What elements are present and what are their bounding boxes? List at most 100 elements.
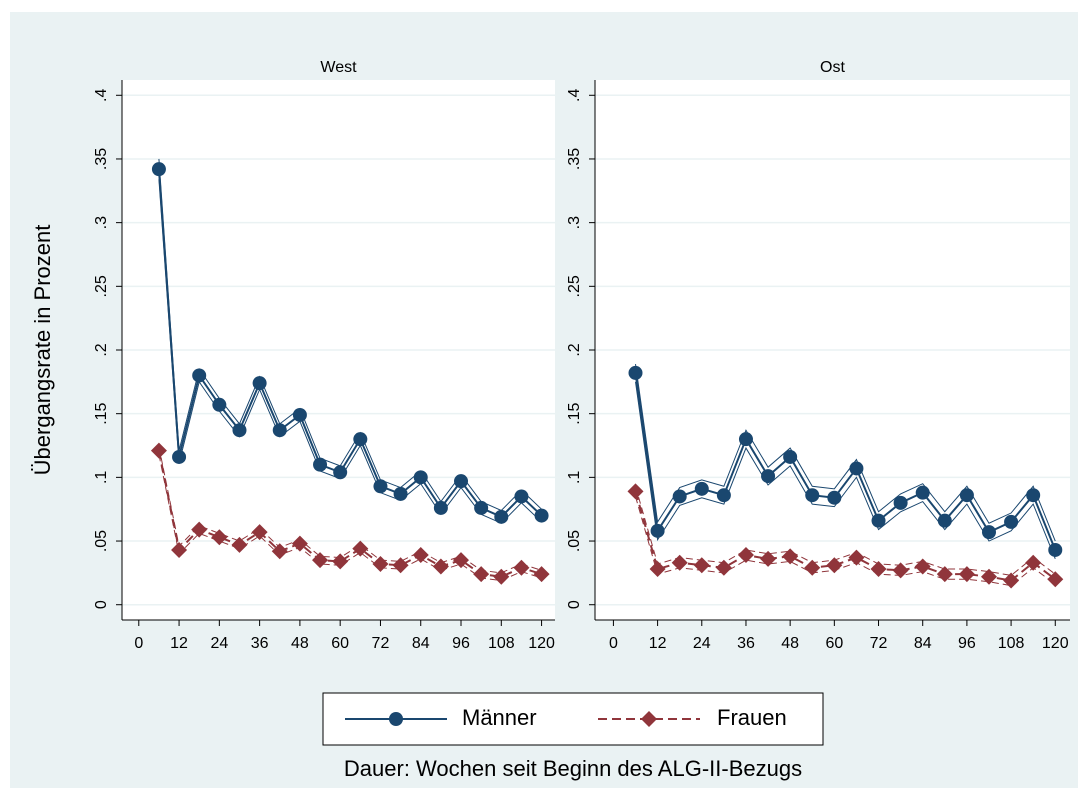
legend-marker <box>641 711 657 727</box>
point <box>392 557 409 574</box>
point <box>783 449 798 464</box>
legend-marker <box>389 712 403 726</box>
legend-label: Frauen <box>717 705 787 730</box>
point <box>826 557 843 574</box>
x-tick-label: 120 <box>528 635 555 652</box>
y-tick-label: .2 <box>566 343 583 356</box>
point <box>958 566 975 583</box>
panel-title: Ost <box>820 59 845 76</box>
point <box>432 558 449 575</box>
point <box>212 397 227 412</box>
x-tick-label: 60 <box>825 635 843 652</box>
point <box>493 568 510 585</box>
point <box>738 432 753 447</box>
x-tick-label: 12 <box>649 635 667 652</box>
y-tick-label: .4 <box>566 89 583 102</box>
point <box>474 500 489 515</box>
y-tick-label: 0 <box>93 600 110 609</box>
ci-line <box>635 496 1056 587</box>
point <box>454 474 469 489</box>
y-tick-label: .15 <box>566 402 583 424</box>
ci-line <box>158 454 542 582</box>
x-tick-label: 0 <box>134 635 143 652</box>
point <box>172 449 187 464</box>
x-axis-label: Dauer: Wochen seit Beginn des ALG-II-Bez… <box>344 756 802 781</box>
point <box>533 566 550 583</box>
x-tick-label: 96 <box>452 635 470 652</box>
point <box>805 488 820 503</box>
point <box>514 489 529 504</box>
point <box>292 407 307 422</box>
point <box>693 557 710 574</box>
point <box>453 552 470 569</box>
point <box>534 508 549 523</box>
point <box>352 540 369 557</box>
x-tick-label: 36 <box>251 635 269 652</box>
point <box>870 561 887 578</box>
point <box>272 423 287 438</box>
point <box>1048 542 1063 557</box>
point <box>373 479 388 494</box>
point <box>333 465 348 480</box>
point <box>716 488 731 503</box>
point <box>231 536 248 553</box>
y-tick-label: .05 <box>566 530 583 552</box>
point <box>915 485 930 500</box>
point <box>694 481 709 496</box>
x-tick-label: 24 <box>210 635 228 652</box>
point <box>494 509 509 524</box>
point <box>332 553 349 570</box>
x-tick-label: 96 <box>958 635 976 652</box>
x-tick-label: 48 <box>781 635 799 652</box>
legend-label: Männer <box>462 705 537 730</box>
point <box>313 457 328 472</box>
point <box>782 548 799 565</box>
point <box>150 442 167 459</box>
point <box>151 162 166 177</box>
y-tick-label: .35 <box>566 148 583 170</box>
x-tick-label: 120 <box>1042 635 1069 652</box>
x-tick-label: 84 <box>412 635 430 652</box>
point <box>252 376 267 391</box>
x-tick-label: 24 <box>693 635 711 652</box>
point <box>937 513 952 528</box>
point <box>848 549 865 566</box>
point <box>804 559 821 576</box>
point <box>393 486 408 501</box>
point <box>649 561 666 578</box>
point <box>914 558 931 575</box>
y-tick-label: .4 <box>93 89 110 102</box>
point <box>628 365 643 380</box>
point <box>211 529 228 546</box>
point <box>650 523 665 538</box>
point <box>715 559 732 576</box>
y-tick-label: .3 <box>566 216 583 229</box>
point <box>1003 572 1020 589</box>
point <box>251 524 268 541</box>
x-tick-label: 108 <box>488 635 515 652</box>
point <box>671 554 688 571</box>
point <box>433 500 448 515</box>
point <box>171 541 188 558</box>
point <box>849 461 864 476</box>
point <box>353 432 368 447</box>
point <box>1025 554 1042 571</box>
point <box>981 525 996 540</box>
y-tick-label: .25 <box>93 275 110 297</box>
x-tick-label: 60 <box>331 635 349 652</box>
x-tick-label: 108 <box>998 635 1025 652</box>
point <box>672 489 687 504</box>
y-tick-label: .1 <box>93 471 110 484</box>
ci-line <box>635 486 1056 576</box>
point <box>871 513 886 528</box>
x-tick-label: 36 <box>737 635 755 652</box>
x-tick-label: 0 <box>609 635 618 652</box>
y-tick-label: .05 <box>93 530 110 552</box>
point <box>513 559 530 576</box>
point <box>232 423 247 438</box>
point <box>291 535 308 552</box>
panel-title: West <box>320 59 357 76</box>
point <box>627 483 644 500</box>
point <box>737 547 754 564</box>
ci-line <box>635 363 1056 542</box>
